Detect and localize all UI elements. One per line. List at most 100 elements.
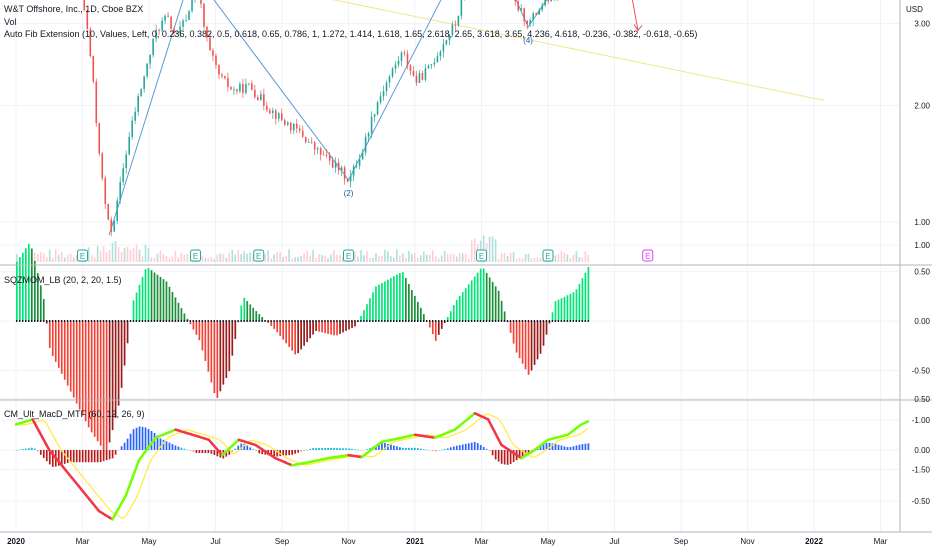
volume-bar	[509, 253, 512, 262]
sqz-bar	[219, 321, 222, 392]
volume-bar	[402, 253, 404, 262]
macd-hist-bar	[18, 449, 21, 451]
candle-body	[95, 81, 98, 124]
candle-body	[526, 20, 528, 25]
sqz-bar	[315, 321, 317, 331]
sqz-bar	[548, 321, 551, 324]
macd-hist-bar	[312, 448, 314, 450]
candle-body	[269, 110, 271, 114]
candle-body	[266, 105, 268, 111]
sqzmom-label[interactable]: SQZMOM_LB (20, 2, 20, 1.5)	[4, 275, 122, 285]
sqz-dot	[482, 320, 485, 322]
sqz-dot	[246, 320, 248, 322]
candle-body	[116, 200, 119, 221]
sqz-bar	[575, 289, 578, 321]
candle-body	[185, 20, 187, 21]
macd-hist-bar	[461, 444, 464, 450]
candle-body	[532, 13, 534, 21]
volume-bar	[488, 236, 491, 262]
wave-label: (2)	[344, 189, 354, 198]
macd-hist-bar	[78, 450, 81, 463]
macd-hist-bar	[237, 445, 240, 450]
sqz-dot	[255, 320, 257, 322]
macd-hist-bar	[416, 448, 419, 450]
candle-body	[221, 74, 223, 77]
sqz-dot	[479, 320, 482, 322]
candle-body	[200, 0, 202, 4]
sqz-bar	[312, 321, 314, 335]
volume-bar	[330, 254, 332, 262]
volume-bar	[216, 254, 219, 262]
sqz-dot	[357, 320, 359, 322]
sqz-bar	[27, 243, 30, 321]
fib-indicator-label[interactable]: Auto Fib Extension (10, Values, Left, 0,…	[4, 29, 698, 39]
sqz-bar	[282, 321, 285, 340]
sqz-dot	[419, 320, 422, 322]
macd-hist-bar	[458, 445, 461, 450]
macd-hist-bar	[183, 448, 186, 450]
macd-line-segment	[127, 476, 134, 489]
volume-bar	[309, 255, 311, 262]
macd-hist-bar	[384, 443, 386, 450]
sqz-bar	[81, 321, 84, 416]
macd-hist-bar	[75, 450, 78, 463]
macd-hist-bar	[240, 443, 243, 450]
volume-bar	[294, 257, 296, 262]
macd-hist-bar	[509, 450, 512, 464]
macd-hist-bar	[396, 446, 398, 450]
macd-hist-bar	[363, 450, 365, 451]
sqz-dot	[126, 320, 129, 322]
macd-hist-bar	[207, 450, 210, 454]
sqz-dot	[533, 320, 536, 322]
sqz-tick-label: -1.50	[912, 466, 931, 475]
volume-bar	[276, 252, 278, 262]
sqz-bar	[96, 321, 99, 442]
sqz-dot	[276, 320, 278, 322]
candle-body	[98, 123, 101, 154]
volume-bar	[416, 258, 419, 262]
sqz-bar	[84, 321, 87, 422]
macd-hist-bar	[282, 450, 285, 456]
macd-hist-bar	[108, 450, 111, 460]
sqz-bar	[141, 276, 144, 321]
sqz-bar	[222, 321, 225, 385]
sqz-dot	[431, 320, 434, 322]
volume-bar	[315, 258, 317, 262]
price-tick-label: 2.00	[914, 101, 930, 110]
macd-hist-bar	[551, 443, 554, 450]
candle-body	[439, 51, 442, 57]
candle-body	[328, 154, 331, 161]
volume-bar	[63, 257, 66, 262]
sqz-dot	[69, 320, 72, 322]
volume-bar	[237, 250, 240, 262]
macd-hist-bar	[156, 435, 159, 450]
candle-body	[134, 111, 136, 121]
sqz-bar	[381, 283, 383, 321]
macd-label[interactable]: CM_Ult_MacD_MTF (60, 12, 26, 9)	[4, 409, 145, 419]
sqz-dot	[506, 320, 509, 322]
candle-body	[209, 37, 211, 51]
candle-body	[355, 165, 358, 167]
volume-bar	[321, 254, 323, 262]
candle-body	[236, 89, 238, 92]
candle-body	[361, 152, 364, 160]
volume-bar	[422, 251, 425, 262]
macd-hist-bar	[327, 447, 329, 450]
macd-hist-bar	[126, 438, 129, 450]
time-tick-label: Mar	[76, 537, 90, 546]
macd-hist-bar	[518, 450, 521, 459]
macd-hist-bar	[428, 450, 431, 451]
sqz-bar	[21, 252, 24, 321]
currency-label[interactable]: USD	[906, 5, 923, 14]
sqz-bar	[411, 289, 413, 321]
macd-hist-bar	[198, 450, 201, 454]
macd-hist-bar	[273, 450, 276, 457]
volume-bar	[575, 251, 578, 262]
volume-bars	[16, 235, 590, 262]
sqz-bar	[491, 281, 494, 321]
sqz-tick-label: 0.00	[914, 317, 930, 326]
candle-body	[158, 30, 160, 31]
sqz-bar	[348, 321, 350, 330]
